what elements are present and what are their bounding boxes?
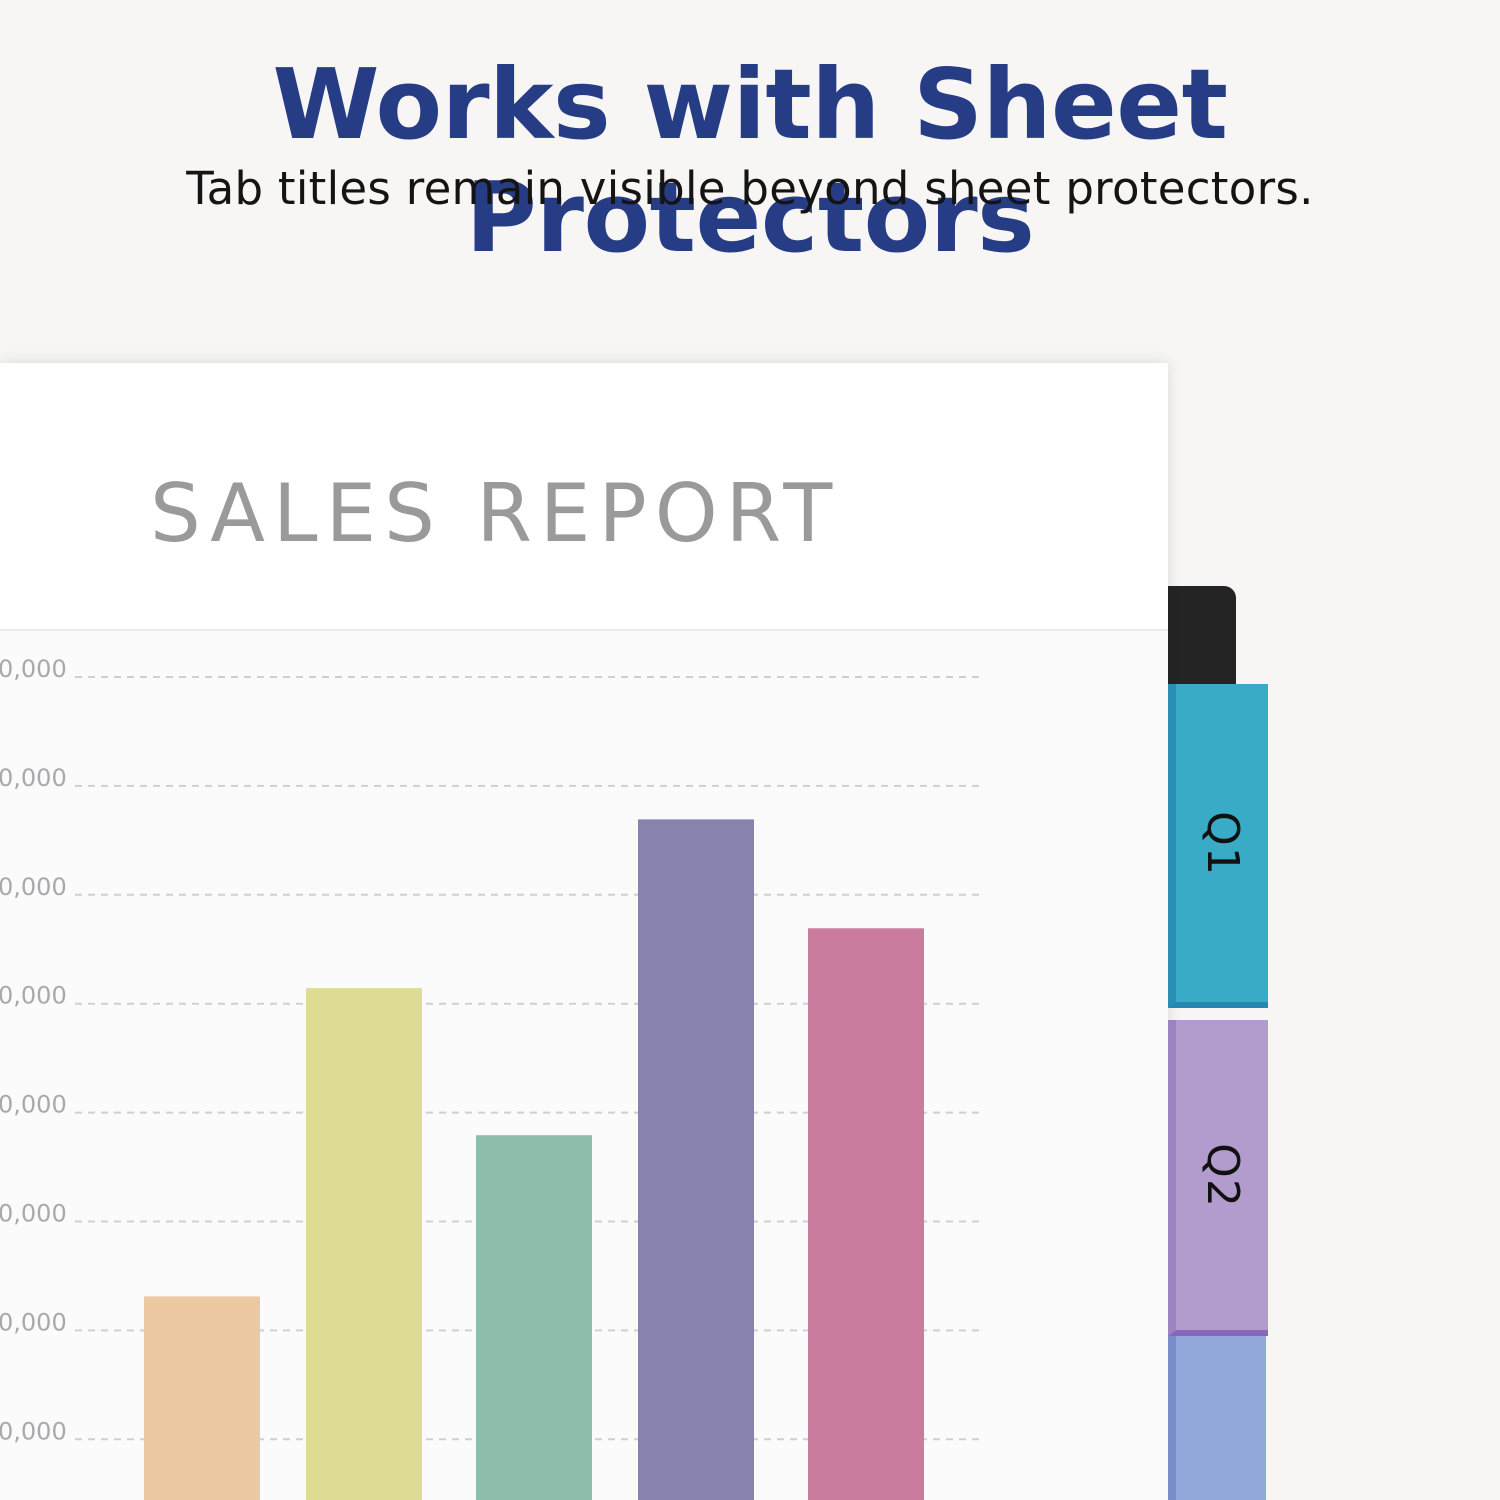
headline: Works with Sheet Protectors xyxy=(272,48,1228,274)
y-tick-label: 0,000 xyxy=(0,764,67,792)
tab-q2-label: Q2 xyxy=(1196,1142,1248,1208)
bar-5 xyxy=(808,928,924,1500)
black-divider-tab xyxy=(1168,586,1236,696)
y-tick-label: 0,000 xyxy=(0,982,67,1010)
sales-bar-chart: 0,000 0,000 0,000 0,000 0,000 0,000 0,000 0,000 xyxy=(0,655,985,1500)
bar-1 xyxy=(144,1296,260,1500)
tab-q3[interactable] xyxy=(1168,1336,1266,1500)
y-tick-label: 0,000 xyxy=(0,873,67,901)
tab-q2[interactable]: Q2 xyxy=(1168,1020,1268,1336)
y-tick-label: 0,000 xyxy=(0,1308,67,1336)
tab-q1-label: Q1 xyxy=(1196,810,1248,876)
sales-report-sheet: SALES REPORT 0,000 0,000 0,000 0,000 0,000 0,… xyxy=(0,363,1168,1500)
bar-3 xyxy=(476,1135,592,1500)
sheet-header: SALES REPORT xyxy=(0,363,1168,631)
y-tick-label: 0,000 xyxy=(0,655,67,683)
y-tick-label: 0,000 xyxy=(0,1200,67,1228)
y-tick-label: 0,000 xyxy=(0,1091,67,1119)
bar-4 xyxy=(638,819,754,1500)
bar-2 xyxy=(306,988,422,1500)
report-title: SALES REPORT xyxy=(150,467,841,560)
subheadline: Tab titles remain visible beyond sheet p… xyxy=(186,162,1314,215)
y-tick-label: 0,000 xyxy=(0,1417,67,1445)
tab-q1[interactable]: Q1 xyxy=(1168,684,1268,1008)
